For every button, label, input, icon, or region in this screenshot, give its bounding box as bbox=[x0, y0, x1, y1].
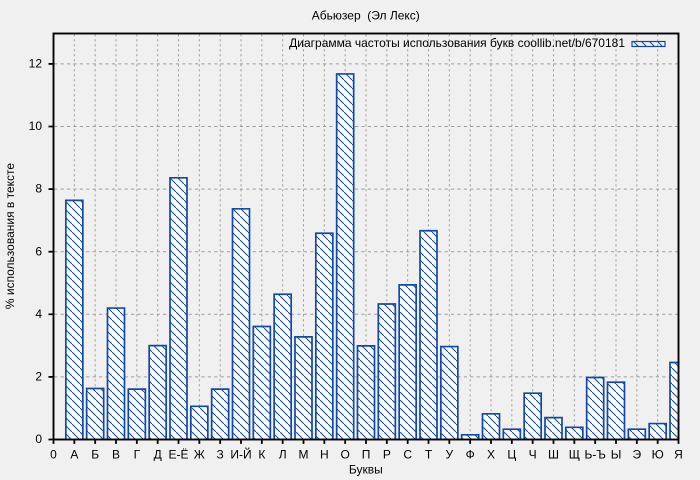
svg-text:Ш: Ш bbox=[548, 448, 559, 462]
svg-text:12: 12 bbox=[29, 57, 43, 71]
svg-text:Д: Д bbox=[154, 448, 162, 462]
svg-text:Ю: Ю bbox=[652, 448, 664, 462]
svg-text:Щ: Щ bbox=[569, 448, 580, 462]
svg-text:О: О bbox=[340, 448, 349, 462]
svg-text:4: 4 bbox=[35, 307, 42, 321]
svg-text:Ц: Ц bbox=[507, 448, 516, 462]
svg-text:В: В bbox=[112, 448, 120, 462]
svg-text:Абьюзер (Эл Лекс): Абьюзер (Эл Лекс) bbox=[312, 9, 420, 23]
svg-text:% использования в тексте: % использования в тексте bbox=[3, 163, 17, 309]
svg-text:Ж: Ж bbox=[194, 448, 205, 462]
svg-text:0: 0 bbox=[35, 432, 42, 446]
svg-text:Э: Э bbox=[633, 448, 642, 462]
svg-text:С: С bbox=[403, 448, 412, 462]
svg-text:Г: Г bbox=[134, 448, 141, 462]
svg-text:0: 0 bbox=[50, 448, 57, 462]
svg-text:К: К bbox=[258, 448, 265, 462]
svg-text:З: З bbox=[217, 448, 224, 462]
svg-text:Диаграмма частоты использовани: Диаграмма частоты использования букв coo… bbox=[289, 36, 625, 50]
svg-text:8: 8 bbox=[35, 182, 42, 196]
svg-text:Е-Ё: Е-Ё bbox=[168, 448, 188, 462]
svg-text:А: А bbox=[70, 448, 78, 462]
svg-text:6: 6 bbox=[35, 244, 42, 258]
svg-text:У: У bbox=[446, 448, 454, 462]
svg-text:Ч: Ч bbox=[529, 448, 537, 462]
svg-text:2: 2 bbox=[35, 370, 42, 384]
svg-text:Я: Я bbox=[674, 448, 683, 462]
svg-text:Х: Х bbox=[487, 448, 495, 462]
svg-text:Б: Б bbox=[91, 448, 99, 462]
svg-text:Р: Р bbox=[383, 448, 391, 462]
svg-text:10: 10 bbox=[29, 119, 43, 133]
svg-text:Ь-Ъ: Ь-Ъ bbox=[584, 448, 605, 462]
svg-text:Н: Н bbox=[320, 448, 329, 462]
svg-text:М: М bbox=[299, 448, 309, 462]
svg-text:Т: Т bbox=[425, 448, 433, 462]
svg-text:Л: Л bbox=[279, 448, 287, 462]
svg-text:Ф: Ф bbox=[466, 448, 475, 462]
svg-text:П: П bbox=[362, 448, 371, 462]
svg-text:Ы: Ы bbox=[611, 448, 622, 462]
svg-text:И-Й: И-Й bbox=[230, 447, 251, 462]
svg-text:Буквы: Буквы bbox=[349, 463, 383, 477]
